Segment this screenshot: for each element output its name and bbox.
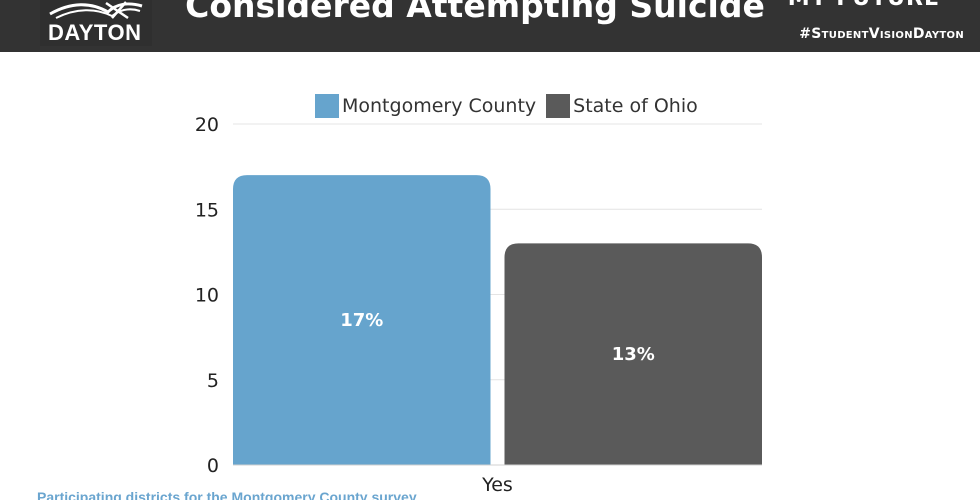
legend-item-ohio: State of Ohio [546,94,698,118]
legend-swatch-ohio [546,94,571,118]
bar-data-label: 17% [340,310,383,331]
bar-data-label: 13% [612,344,655,365]
bar-montgomery-county [233,175,491,465]
brand-hashtag: #StudentVisionDayton [799,26,964,42]
y-tick-label: 15 [195,199,219,221]
y-tick-label: 20 [195,114,219,136]
logo-text: DAYTON [48,20,142,45]
chart-legend: Montgomery County State of Ohio [315,93,708,119]
logo-swoosh-icon [49,1,143,20]
brand-tagline: MY FUTURE [788,0,940,11]
header-bar: DAYTON Considered Attempting Suicide MY … [0,0,980,52]
bar-state-of-ohio [504,243,762,465]
legend-swatch-montgomery [315,94,339,118]
footnote-text: Participating districts for the Montgome… [37,489,417,500]
dayton-logo: DAYTON [40,0,152,46]
legend-label-ohio: State of Ohio [573,95,698,117]
y-tick-label: 0 [207,455,219,477]
page-title: Considered Attempting Suicide [185,0,765,25]
legend-label-montgomery: Montgomery County [342,95,537,117]
x-category-label: Yes [481,474,513,496]
legend-item-montgomery: Montgomery County [315,94,536,118]
y-tick-label: 10 [195,285,219,307]
y-tick-label: 5 [207,370,219,392]
